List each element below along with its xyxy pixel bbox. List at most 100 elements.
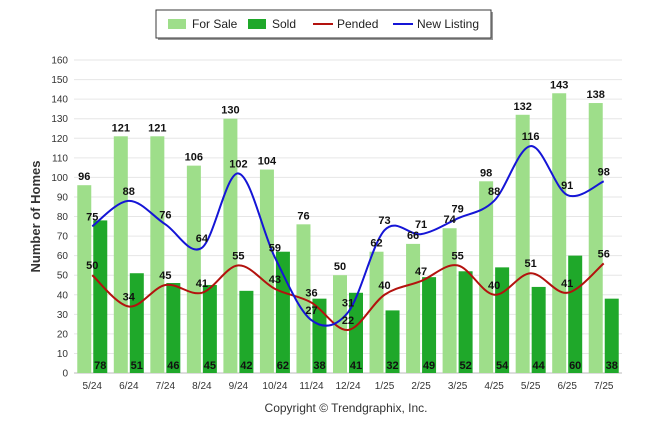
data-label-for-sale: 66 [407, 230, 419, 242]
x-tick-label: 12/24 [335, 381, 360, 392]
data-label-sold: 38 [313, 360, 325, 372]
data-label-pended: 45 [159, 270, 171, 282]
y-tick-label: 110 [52, 153, 68, 164]
data-label-for-sale: 138 [587, 89, 605, 101]
bar-sold [129, 273, 144, 373]
bar-sold [349, 292, 363, 373]
data-label-pended: 55 [451, 250, 463, 262]
copyright-text: Copyright © Trendgraphix, Inc. [265, 401, 428, 415]
bar-for-sale [77, 185, 92, 373]
data-label-new-listing: 27 [305, 305, 317, 317]
bar-for-sale [150, 136, 165, 373]
bar-sold [275, 251, 290, 373]
gridlines [74, 59, 622, 374]
data-label-for-sale: 130 [221, 105, 239, 117]
data-label-sold: 52 [459, 360, 471, 372]
x-tick-label: 2/25 [411, 381, 431, 392]
data-label-for-sale: 76 [297, 210, 309, 222]
bar-for-sale [113, 136, 128, 373]
bar-sold [93, 220, 108, 373]
data-label-sold: 44 [533, 360, 546, 372]
bar-for-sale [479, 181, 494, 373]
bars [77, 93, 619, 374]
y-tick-label: 10 [57, 349, 69, 360]
data-label-new-listing: 91 [561, 180, 573, 192]
data-label-pended: 40 [378, 280, 390, 292]
x-tick-label: 6/24 [119, 381, 139, 392]
data-label-pended: 41 [196, 278, 208, 290]
data-label-for-sale: 50 [334, 261, 346, 273]
data-label-new-listing: 79 [451, 203, 463, 215]
x-axis-ticks: 5/24 6/24 7/24 8/24 9/24 10/24 11/24 12/24 1/25 2… [83, 381, 614, 392]
line-new-listing [91, 145, 605, 327]
bar-for-sale [588, 103, 603, 373]
legend-swatch-sold[interactable] [248, 19, 266, 29]
data-label-sold: 32 [386, 360, 398, 372]
data-label-sold: 38 [606, 360, 618, 372]
data-label-new-listing: 75 [86, 211, 98, 223]
bar-sold [458, 271, 473, 373]
data-label-sold: 51 [131, 360, 143, 372]
legend-label-sold[interactable]: Sold [272, 17, 296, 31]
y-tick-label: 70 [57, 232, 69, 243]
data-label-new-listing: 88 [123, 186, 135, 198]
bar-sold [202, 284, 217, 373]
y-tick-label: 50 [57, 271, 69, 282]
bar-sold [385, 310, 400, 373]
bar-sold [604, 298, 619, 373]
data-label-for-sale: 121 [112, 122, 130, 134]
x-tick-label: 9/24 [229, 381, 249, 392]
data-label-pended: 50 [86, 260, 98, 272]
x-tick-label: 4/25 [484, 381, 504, 392]
x-tick-label: 8/24 [192, 381, 212, 392]
bar-sold [239, 290, 254, 373]
x-tick-label: 11/24 [299, 381, 324, 392]
bar-for-sale [552, 93, 567, 373]
line-pended [91, 262, 605, 331]
data-label-new-listing: 59 [269, 243, 281, 255]
x-tick-label: 10/24 [262, 381, 287, 392]
bar-for-sale [369, 251, 384, 373]
data-label-for-sale: 74 [443, 214, 456, 226]
data-label-pended: 56 [598, 248, 610, 260]
data-label-new-listing: 31 [342, 297, 354, 309]
data-label-pended: 36 [305, 288, 317, 300]
y-tick-label: 120 [51, 134, 68, 145]
data-label-for-sale: 62 [370, 238, 382, 250]
x-tick-label: 5/24 [83, 381, 103, 392]
legend: For Sale Sold Pended New Listing [155, 9, 493, 40]
lines [91, 145, 605, 331]
y-tick-label: 0 [62, 369, 68, 380]
legend-label-pended[interactable]: Pended [337, 17, 378, 31]
y-tick-label: 80 [57, 212, 69, 223]
x-tick-label: 1/25 [375, 381, 395, 392]
data-label-sold: 46 [167, 360, 179, 372]
legend-swatch-for-sale[interactable] [168, 19, 186, 29]
data-label-pended: 34 [123, 291, 136, 303]
data-label-new-listing: 88 [488, 186, 500, 198]
data-label-sold: 78 [94, 360, 106, 372]
y-axis-ticks: 0 10 20 30 40 50 60 70 80 90 100 110 120 130 140 150 160 [51, 56, 68, 380]
x-tick-label: 6/25 [557, 381, 577, 392]
legend-label-new-listing[interactable]: New Listing [417, 17, 479, 31]
data-label-sold: 49 [423, 360, 435, 372]
data-label-pended: 22 [342, 315, 354, 327]
data-label-pended: 55 [232, 250, 244, 262]
legend-label-for-sale[interactable]: For Sale [192, 17, 238, 31]
y-tick-label: 140 [51, 95, 68, 106]
bar-for-sale [223, 118, 238, 373]
bar-for-sale [259, 169, 274, 373]
data-label-new-listing: 64 [196, 233, 209, 245]
data-label-for-sale: 98 [480, 167, 492, 179]
data-label-new-listing: 116 [522, 131, 540, 143]
data-label-sold: 54 [496, 360, 509, 372]
y-tick-label: 100 [51, 173, 68, 184]
y-tick-label: 160 [51, 56, 68, 67]
data-label-pended: 47 [415, 266, 427, 278]
bar-sold [422, 277, 437, 373]
y-tick-label: 40 [57, 290, 69, 301]
data-label-sold: 41 [350, 360, 362, 372]
data-label-new-listing: 71 [415, 219, 427, 231]
data-label-for-sale: 104 [258, 156, 277, 168]
